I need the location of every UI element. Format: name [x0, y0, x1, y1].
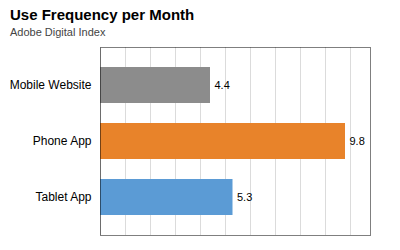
svg-text:Tablet App: Tablet App — [35, 190, 91, 204]
svg-text:Phone App: Phone App — [33, 134, 92, 148]
svg-text:4.4: 4.4 — [215, 79, 230, 91]
svg-text:5.3: 5.3 — [237, 191, 252, 203]
svg-text:Mobile Website: Mobile Website — [10, 78, 92, 92]
svg-text:9.8: 9.8 — [350, 135, 365, 147]
html-text:Adobe Digital Index: Adobe Digital Index — [10, 26, 106, 38]
html-text:Use Frequency per Month: Use Frequency per Month — [10, 6, 195, 23]
